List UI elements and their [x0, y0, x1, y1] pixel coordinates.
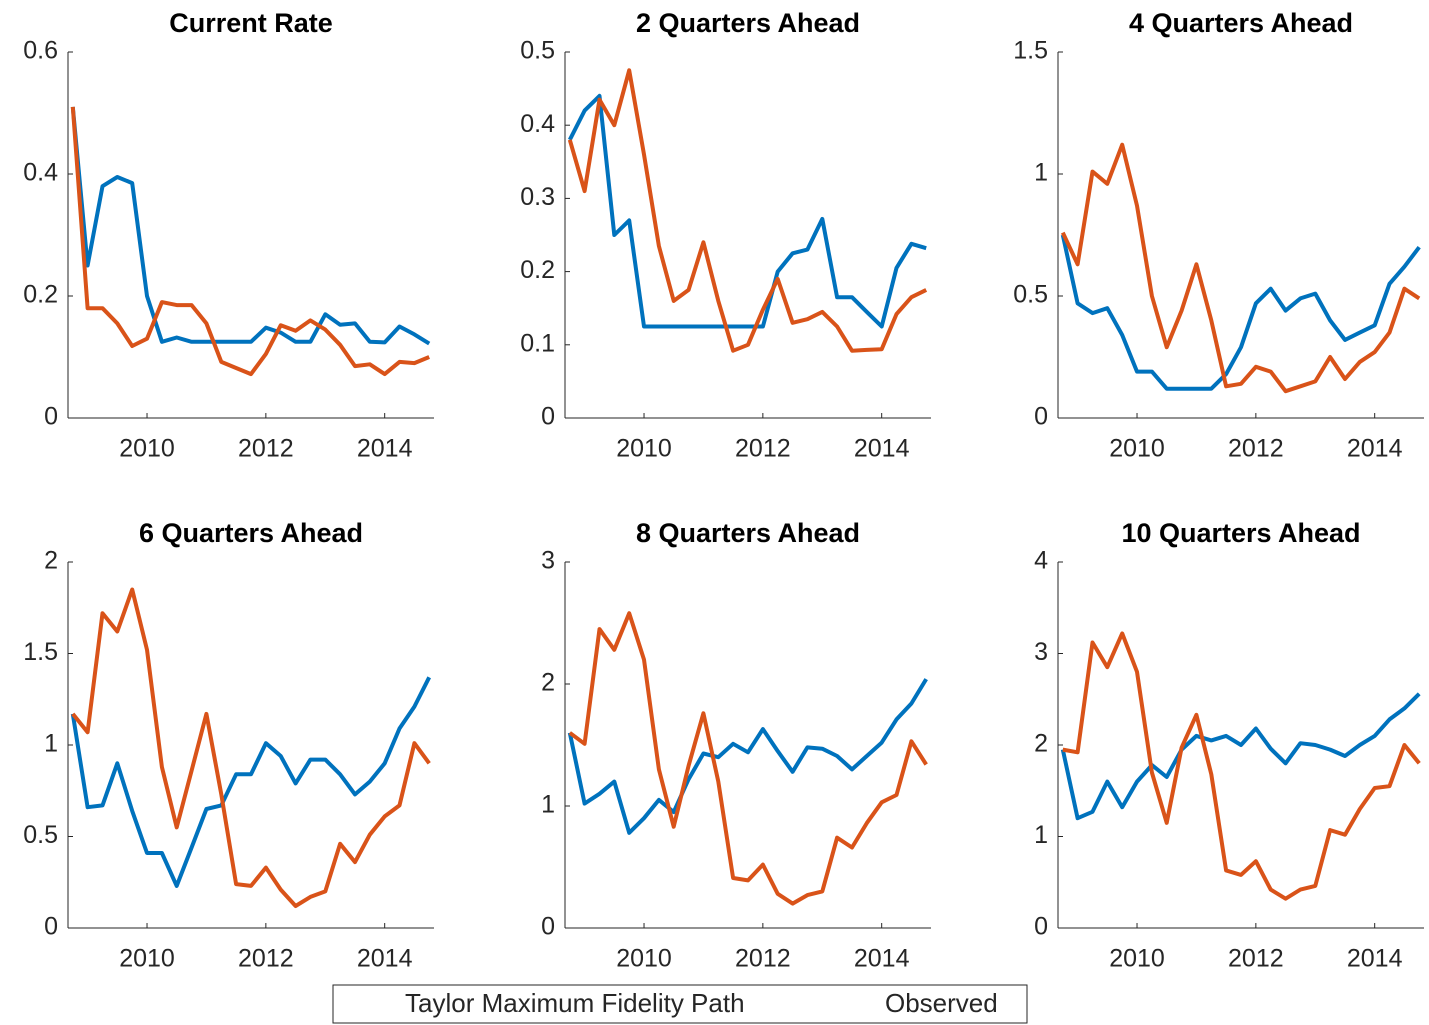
y-tick-label: 0.5 [23, 821, 58, 849]
x-tick-label: 2014 [357, 945, 413, 973]
data-line [1060, 692, 1421, 821]
data-line [568, 93, 927, 329]
y-tick-label: 0 [541, 403, 555, 431]
x-tick-label: 2012 [238, 435, 294, 463]
y-tick-label: 1 [1034, 821, 1048, 849]
y-tick-label: 0.4 [520, 110, 555, 138]
data-line [70, 106, 431, 346]
legend: Taylor Maximum Fidelity Path Observed [332, 984, 1028, 1024]
y-tick-label: 3 [541, 547, 555, 575]
y-tick-label: 0.5 [520, 37, 555, 65]
x-tick-label: 2012 [238, 945, 294, 973]
legend-label: Observed [885, 988, 998, 1018]
legend-box [332, 984, 1028, 1024]
x-tick-label: 2014 [1347, 435, 1403, 463]
y-tick-label: 0.2 [23, 281, 58, 309]
x-tick-label: 2010 [616, 945, 672, 973]
y-tick-label: 1 [44, 730, 58, 758]
data-line [1060, 142, 1421, 394]
y-tick-label: 0.6 [23, 37, 58, 65]
panel: 8 Quarters Ahead 0 1 2 3 2010 2012 2014 [541, 518, 931, 973]
x-tick-label: 2010 [1109, 435, 1165, 463]
y-tick-label: 0.5 [1013, 281, 1048, 309]
data-line [568, 611, 928, 906]
data-line [567, 678, 928, 835]
panel: 4 Quarters Ahead 0 0.5 1 1.5 2010 2012 2014 [1013, 8, 1424, 463]
x-tick-label: 2014 [1347, 945, 1403, 973]
y-tick-label: 1 [541, 791, 555, 819]
y-tick-label: 0 [44, 403, 58, 431]
y-tick-label: 2 [541, 669, 555, 697]
panel: 6 Quarters Ahead 0 0.5 1 1.5 2 2010 2012 2014 [23, 518, 434, 973]
data-line [70, 106, 430, 377]
x-tick-label: 2010 [1109, 945, 1165, 973]
data-line [1062, 631, 1421, 901]
y-tick-label: 0.2 [520, 256, 555, 284]
y-tick-label: 0.3 [520, 183, 555, 211]
y-tick-label: 0 [1034, 913, 1048, 941]
chart-title: 8 Quarters Ahead [636, 518, 860, 548]
data-line [1060, 234, 1421, 391]
y-tick-label: 1 [1034, 159, 1048, 187]
chart-title: Current Rate [169, 8, 333, 38]
chart-title: 2 Quarters Ahead [636, 8, 860, 38]
x-tick-label: 2014 [357, 435, 413, 463]
y-tick-label: 0 [541, 913, 555, 941]
panel: Current Rate 0 0.2 0.4 0.6 2010 2012 2014 [23, 8, 434, 463]
x-tick-label: 2012 [735, 435, 791, 463]
y-tick-label: 2 [1034, 730, 1048, 758]
y-tick-label: 0.1 [520, 329, 555, 357]
y-tick-label: 2 [44, 547, 58, 575]
data-line [70, 676, 431, 888]
chart-title: 10 Quarters Ahead [1121, 518, 1360, 548]
x-tick-label: 2012 [1228, 945, 1284, 973]
x-tick-label: 2010 [119, 945, 175, 973]
panel: 10 Quarters Ahead 0 1 2 3 4 2010 2012 2014 [1034, 518, 1424, 973]
x-tick-label: 2012 [1228, 435, 1284, 463]
x-tick-label: 2010 [616, 435, 672, 463]
x-tick-label: 2014 [854, 945, 910, 973]
data-line [567, 68, 928, 353]
y-tick-label: 0 [1034, 403, 1048, 431]
y-tick-label: 0 [44, 913, 58, 941]
chart-title: 4 Quarters Ahead [1129, 8, 1353, 38]
legend-label: Taylor Maximum Fidelity Path [405, 988, 745, 1018]
chart-title: 6 Quarters Ahead [139, 518, 363, 548]
x-tick-label: 2014 [854, 435, 910, 463]
y-tick-label: 0.4 [23, 159, 58, 187]
x-tick-label: 2010 [119, 435, 175, 463]
x-tick-label: 2012 [735, 945, 791, 973]
y-tick-label: 1.5 [23, 638, 58, 666]
y-tick-label: 1.5 [1013, 37, 1048, 65]
panel: 2 Quarters Ahead 0 0.1 0.2 0.3 0.4 0.5 2010 2012… [520, 8, 931, 463]
y-tick-label: 3 [1034, 638, 1048, 666]
data-line [71, 587, 431, 908]
y-tick-label: 4 [1034, 547, 1048, 575]
